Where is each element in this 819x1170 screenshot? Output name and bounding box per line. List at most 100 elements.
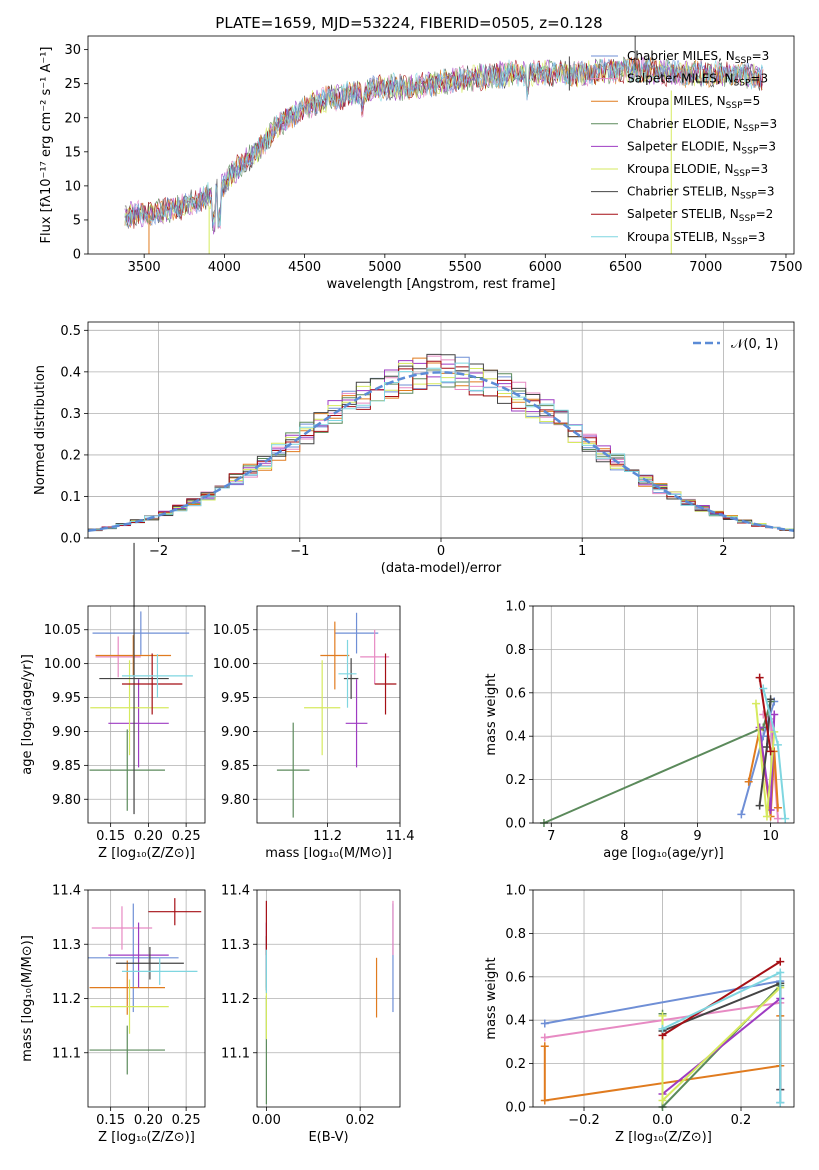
legend-label-normal: 𝒩(0, 1) <box>731 337 778 352</box>
y-tick-label: 9.95 <box>52 691 81 706</box>
point-kroupa_stelib <box>121 654 193 698</box>
y-tick-label: 20 <box>64 111 81 126</box>
x-tick-label: 0 <box>437 544 445 559</box>
x-axis-label: Z [log₁₀(Z/Z⊙)] <box>615 1130 712 1145</box>
y-tick-label: 0.1 <box>60 490 81 505</box>
y-tick-label: 9.85 <box>52 759 81 774</box>
y-tick-label: 0.0 <box>60 532 81 547</box>
legend-label-salpeter_stelib: Salpeter STELIB, NSSP=2 <box>627 207 773 224</box>
y-tick-label: 1.0 <box>505 884 526 899</box>
axes-frame <box>87 889 206 1108</box>
legend-label-chabrier_stelib: Chabrier STELIB, NSSP=3 <box>627 185 775 202</box>
y-tick-label: 11.3 <box>221 938 250 953</box>
y-tick-label: 11.3 <box>52 938 81 953</box>
x-tick-label: 6500 <box>609 260 642 275</box>
weight-line-salpeter_stelib <box>758 677 772 752</box>
x-tick-label: 0.15 <box>96 829 125 844</box>
y-tick-label: 0.5 <box>60 324 81 339</box>
y-tick-label: 9.90 <box>52 725 81 740</box>
y-tick-label: 0.8 <box>505 643 526 658</box>
point-kroupa_miles <box>320 621 350 690</box>
spectrum-line-salpeter_stelib <box>124 56 764 229</box>
x-tick-label: 11.4 <box>386 829 415 844</box>
y-tick-label: 0 <box>73 248 81 263</box>
x-tick-label: 1 <box>578 544 586 559</box>
x-tick-label: 7000 <box>689 260 722 275</box>
y-tick-label: 0.4 <box>505 1014 526 1029</box>
x-tick-label: 5500 <box>449 260 482 275</box>
point-chabrier_elodie <box>89 1025 165 1075</box>
y-tick-label: 10 <box>64 179 81 194</box>
y-axis-label: mass weight <box>484 673 499 755</box>
weight-marker-kroupa_stelib <box>759 684 768 693</box>
point-salpeter_elodie <box>108 679 169 768</box>
y-axis-label: age [log₁₀(age/yr)] <box>20 654 35 775</box>
y-tick-label: 0.2 <box>60 448 81 463</box>
axes-frame <box>87 605 206 824</box>
weight-marker-chabrier_miles <box>737 810 746 819</box>
weight-marker-salpeter_stelib <box>766 747 775 756</box>
axes-frame <box>256 889 401 1108</box>
plot-area-age_vs_Z <box>89 542 193 815</box>
y-tick-label: 0.0 <box>505 817 526 832</box>
weight-marker-kroupa_elodie <box>658 1096 667 1105</box>
y-axis-label: Normed distribution <box>33 365 48 495</box>
weight-marker-kroupa_miles <box>540 1042 549 1051</box>
point-kroupa_elodie <box>90 979 169 1034</box>
y-tick-label: 10.00 <box>44 657 81 672</box>
weight-line-salpeter_stelib <box>661 960 781 1037</box>
weight-line-kroupa_elodie <box>661 986 781 1103</box>
weight-marker-salpeter_elodie <box>755 723 764 732</box>
y-tick-label: 9.80 <box>52 793 81 808</box>
y-tick-label: 25 <box>64 77 81 92</box>
x-tick-label: 9 <box>693 829 701 844</box>
point-chabrier_elodie <box>89 729 165 811</box>
weight-marker-kroupa_stelib <box>658 1024 667 1033</box>
point-chabrier_stelib <box>115 946 184 980</box>
point-salpeter_elodie <box>345 679 368 768</box>
y-tick-label: 9.90 <box>221 725 250 740</box>
x-tick-label: 0.2 <box>731 1113 752 1128</box>
y-tick-label: 30 <box>64 43 81 58</box>
x-axis-label: age [log₁₀(age/yr)] <box>603 846 724 861</box>
point-salpeter_stelib <box>374 653 397 715</box>
weight-marker-kroupa_stelib <box>776 1098 785 1107</box>
x-axis-label: mass [log₁₀(M/M⊙)] <box>265 846 392 861</box>
weight-marker-kroupa_stelib <box>776 968 785 977</box>
plot-area-spectrum <box>124 36 764 254</box>
x-tick-label: −0.2 <box>568 1113 600 1128</box>
x-axis-label: Z [log₁₀(Z/Z⊙)] <box>98 1130 195 1145</box>
plot-area-residuals <box>87 353 795 532</box>
point-chabrier_elodie <box>276 722 310 818</box>
point-chabrier_stelib <box>99 542 169 815</box>
legend-label-salpeter_elodie: Salpeter ELODIE, NSSP=3 <box>627 139 776 156</box>
weight-marker-salpeter_stelib <box>755 673 764 682</box>
panel-residuals: −2 −1 0 1 2 0.0 0.1 0.2 0.3 0.4 0.5 (data-model)/er… <box>33 321 795 576</box>
weight-marker-salpeter_miles <box>540 1033 549 1042</box>
point-salpeter_elodie <box>108 922 169 988</box>
y-tick-label: 0.8 <box>505 927 526 942</box>
weight-marker-kroupa_elodie <box>762 812 771 821</box>
legend-label-chabrier_elodie: Chabrier ELODIE, NSSP=3 <box>627 117 777 134</box>
weight-marker-kroupa_elodie <box>658 1011 667 1020</box>
point-salpeter_stelib <box>148 898 202 926</box>
y-tick-label: 0.6 <box>505 970 526 985</box>
y-tick-label: 9.95 <box>221 691 250 706</box>
x-tick-label: 0.15 <box>96 1113 125 1128</box>
chart-title: PLATE=1659, MJD=53224, FIBERID=0505, z=0… <box>215 14 602 32</box>
legend-label-kroupa_miles: Kroupa MILES, NSSP=5 <box>627 94 760 111</box>
weight-marker-kroupa_miles <box>744 777 753 786</box>
point-kroupa_miles <box>95 635 172 676</box>
legend-label-chabrier_miles: Chabrier MILES, NSSP=3 <box>627 49 769 66</box>
x-tick-label: 4000 <box>208 260 241 275</box>
x-tick-label: 0.25 <box>172 829 201 844</box>
plot-area-weights_vs_age <box>539 673 790 827</box>
weight-marker-kroupa_miles <box>540 1096 549 1105</box>
x-tick-label: 3500 <box>128 260 161 275</box>
legend-label-kroupa_stelib: Kroupa STELIB, NSSP=3 <box>627 230 765 247</box>
x-tick-label: 7 <box>547 829 555 844</box>
axes-frame <box>87 35 795 255</box>
weight-marker-salpeter_stelib <box>776 957 785 966</box>
point-chabrier_miles <box>88 903 179 1013</box>
